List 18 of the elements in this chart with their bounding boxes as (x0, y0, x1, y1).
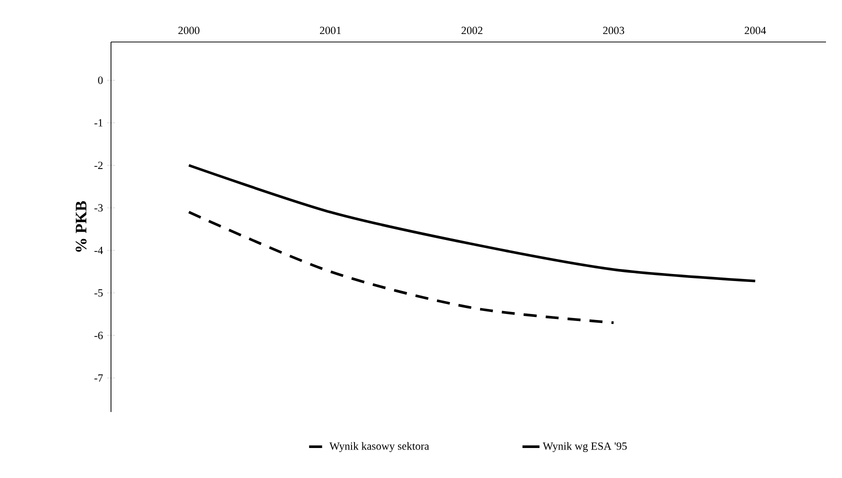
x-tick-label: 2001 (320, 26, 341, 34)
legend-label: Wynik kasowy sektora (329, 442, 430, 452)
legend-label: Wynik wg ESA '95 (542, 442, 627, 452)
y-tick-label: -2 (94, 162, 103, 169)
line-series (188, 210, 615, 324)
y-axis-title: % PKB (76, 201, 87, 252)
x-tick-label: 2003 (603, 26, 624, 34)
y-tick-label: -7 (94, 374, 103, 382)
x-tick-label: 2002 (462, 26, 482, 34)
line-series (188, 164, 757, 282)
y-tick-label: -5 (94, 289, 103, 297)
x-tick-label: 2000 (178, 26, 200, 34)
x-tick-label: 2004 (744, 26, 766, 34)
y-tick-label: -4 (94, 246, 103, 254)
y-tick-label: -6 (94, 332, 103, 340)
y-tick-label: -3 (94, 204, 103, 212)
y-tick-label: 0 (98, 76, 103, 84)
y-tick-label: -1 (94, 119, 102, 126)
